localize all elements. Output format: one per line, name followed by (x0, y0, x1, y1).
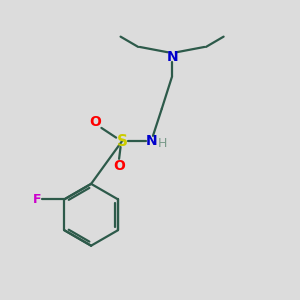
Text: N: N (146, 134, 157, 148)
Text: S: S (116, 134, 128, 149)
Text: N: N (166, 50, 178, 64)
Text: O: O (113, 159, 125, 173)
Text: H: H (158, 137, 167, 150)
Text: O: O (90, 115, 101, 129)
Text: F: F (32, 193, 41, 206)
